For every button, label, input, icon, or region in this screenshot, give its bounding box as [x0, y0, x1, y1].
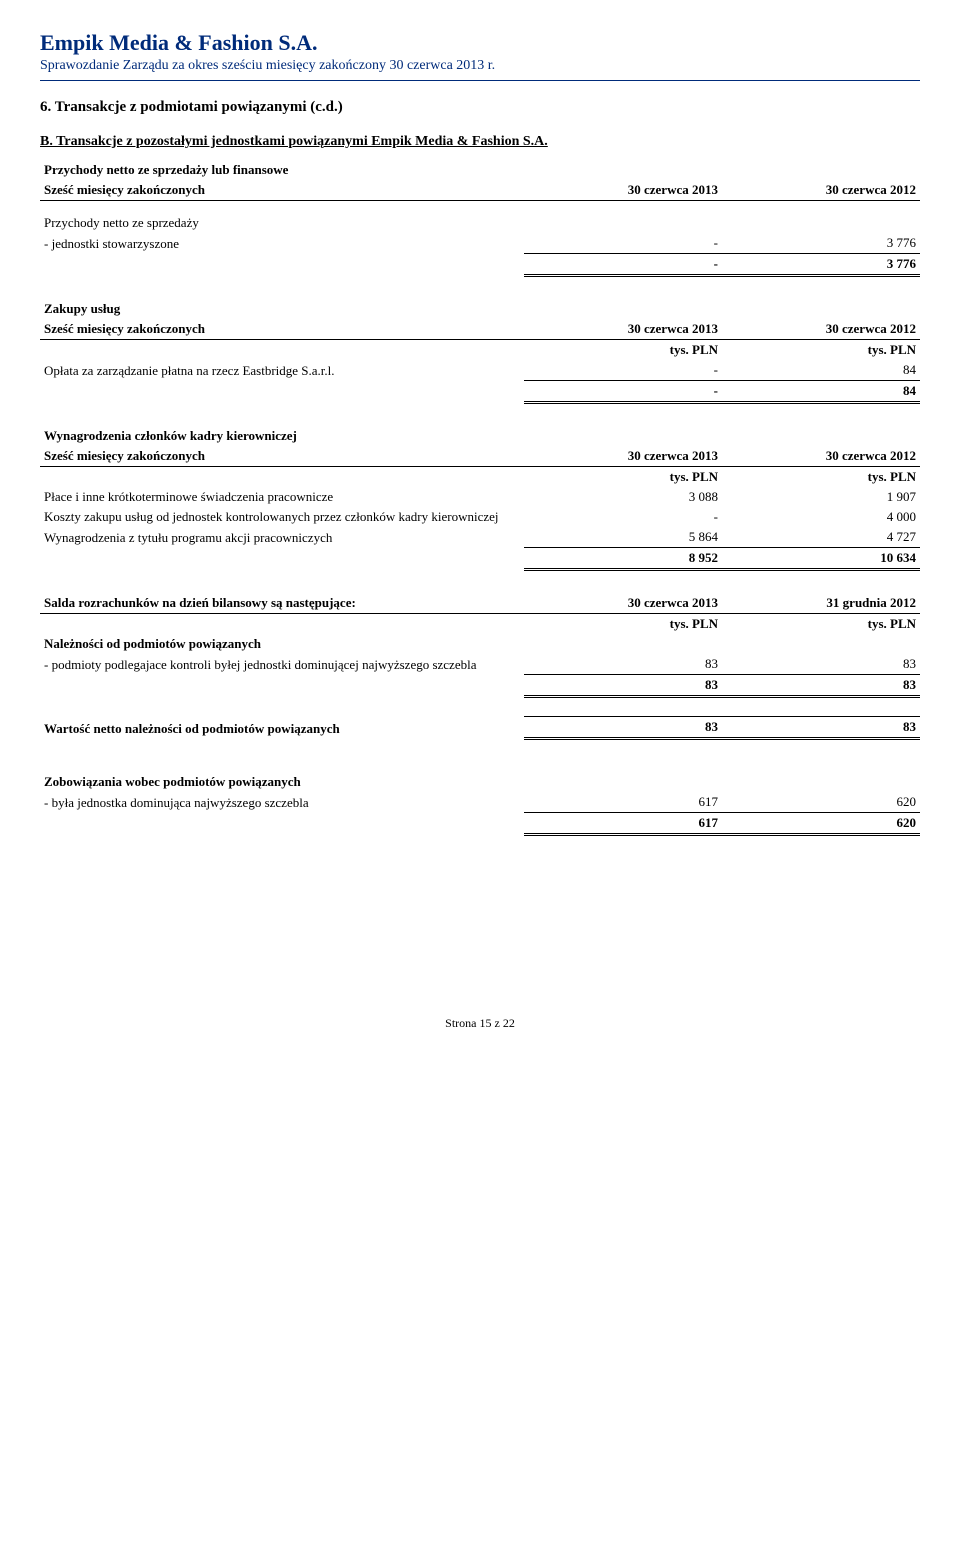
rev-row1-v1: -	[524, 233, 722, 254]
mgmt-period-label: Sześć miesięcy zakończonych	[40, 446, 524, 467]
purch-row1-v2: 84	[722, 360, 920, 381]
rev-row1-v2: 3 776	[722, 233, 920, 254]
mgmt-row1-v1: 3 088	[524, 487, 722, 507]
purch-col2: 30 czerwca 2012	[722, 319, 920, 340]
mgmt-title: Wynagrodzenia członków kadry kierownicze…	[40, 426, 524, 446]
company-name: Empik Media & Fashion S.A.	[40, 30, 920, 56]
mgmt-row2-label: Koszty zakupu usług od jednostek kontrol…	[40, 507, 524, 527]
rev-col1: 30 czerwca 2013	[524, 180, 722, 201]
mgmt-row3-label: Wynagrodzenia z tytułu programu akcji pr…	[40, 527, 524, 548]
purch-row1-label: Opłata za zarządzanie płatna na rzecz Ea…	[40, 360, 524, 381]
mgmt-total-v2: 10 634	[722, 548, 920, 570]
bal-liab-total-v2: 620	[722, 813, 920, 835]
header-divider	[40, 80, 920, 81]
report-subtitle: Sprawozdanie Zarządu za okres sześciu mi…	[40, 58, 920, 74]
purch-unit2: tys. PLN	[722, 340, 920, 361]
rev-row1-label: - jednostki stowarzyszone	[40, 233, 524, 254]
subsection-b: B. Transakcje z pozostałymi jednostkami …	[40, 134, 920, 150]
purch-col1: 30 czerwca 2013	[524, 319, 722, 340]
purch-total-v2: 84	[722, 381, 920, 403]
rev-col2: 30 czerwca 2012	[722, 180, 920, 201]
mgmt-row3-v1: 5 864	[524, 527, 722, 548]
bal-row1-v1: 83	[524, 654, 722, 675]
mgmt-total-v1: 8 952	[524, 548, 722, 570]
page-footer: Strona 15 z 22	[40, 1016, 920, 1031]
table-management: Wynagrodzenia członków kadry kierownicze…	[40, 426, 920, 571]
bal-unit1: tys. PLN	[524, 614, 722, 635]
rev-sub-label: Przychody netto ze sprzedaży	[40, 213, 524, 233]
bal-col1: 30 czerwca 2013	[524, 593, 722, 614]
purch-unit1: tys. PLN	[524, 340, 722, 361]
mgmt-unit1: tys. PLN	[524, 467, 722, 488]
bal-liab-v2: 620	[722, 792, 920, 813]
mgmt-row1-label: Płace i inne krótkoterminowe świadczenia…	[40, 487, 524, 507]
rev-total-v1: -	[524, 254, 722, 276]
rev-title: Przychody netto ze sprzedaży lub finanso…	[40, 160, 524, 180]
rev-period-label: Sześć miesięcy zakończonych	[40, 180, 524, 201]
rev-total-v2: 3 776	[722, 254, 920, 276]
bal-title: Salda rozrachunków na dzień bilansowy są…	[40, 593, 524, 614]
purch-total-v1: -	[524, 381, 722, 403]
purch-row1-v1: -	[524, 360, 722, 381]
bal-net-v1: 83	[524, 717, 722, 739]
mgmt-col1: 30 czerwca 2013	[524, 446, 722, 467]
bal-net-v2: 83	[722, 717, 920, 739]
mgmt-row2-v2: 4 000	[722, 507, 920, 527]
bal-liab-total-v1: 617	[524, 813, 722, 835]
mgmt-row2-v1: -	[524, 507, 722, 527]
bal-liab-v1: 617	[524, 792, 722, 813]
bal-net-label: Wartość netto należności od podmiotów po…	[40, 717, 524, 739]
page-header: Empik Media & Fashion S.A. Sprawozdanie …	[40, 30, 920, 81]
bal-liab-row-label: - była jednostka dominująca najwyższego …	[40, 792, 524, 813]
mgmt-row3-v2: 4 727	[722, 527, 920, 548]
mgmt-unit2: tys. PLN	[722, 467, 920, 488]
purch-period-label: Sześć miesięcy zakończonych	[40, 319, 524, 340]
section-title: 6. Transakcje z podmiotami powiązanymi (…	[40, 99, 920, 116]
mgmt-col2: 30 czerwca 2012	[722, 446, 920, 467]
bal-unit2: tys. PLN	[722, 614, 920, 635]
bal-sub-v1: 83	[524, 675, 722, 697]
table-purchases: Zakupy usług Sześć miesięcy zakończonych…	[40, 299, 920, 404]
mgmt-row1-v2: 1 907	[722, 487, 920, 507]
purch-title: Zakupy usług	[40, 299, 524, 319]
bal-sub-v2: 83	[722, 675, 920, 697]
table-revenue: Przychody netto ze sprzedaży lub finanso…	[40, 160, 920, 277]
bal-recv-title: Należności od podmiotów powiązanych	[40, 634, 524, 654]
bal-col2: 31 grudnia 2012	[722, 593, 920, 614]
bal-row1-label: - podmioty podlegajace kontroli byłej je…	[40, 654, 524, 675]
bal-row1-v2: 83	[722, 654, 920, 675]
table-balances: Salda rozrachunków na dzień bilansowy są…	[40, 593, 920, 836]
bal-liab-title: Zobowiązania wobec podmiotów powiązanych	[40, 772, 524, 792]
